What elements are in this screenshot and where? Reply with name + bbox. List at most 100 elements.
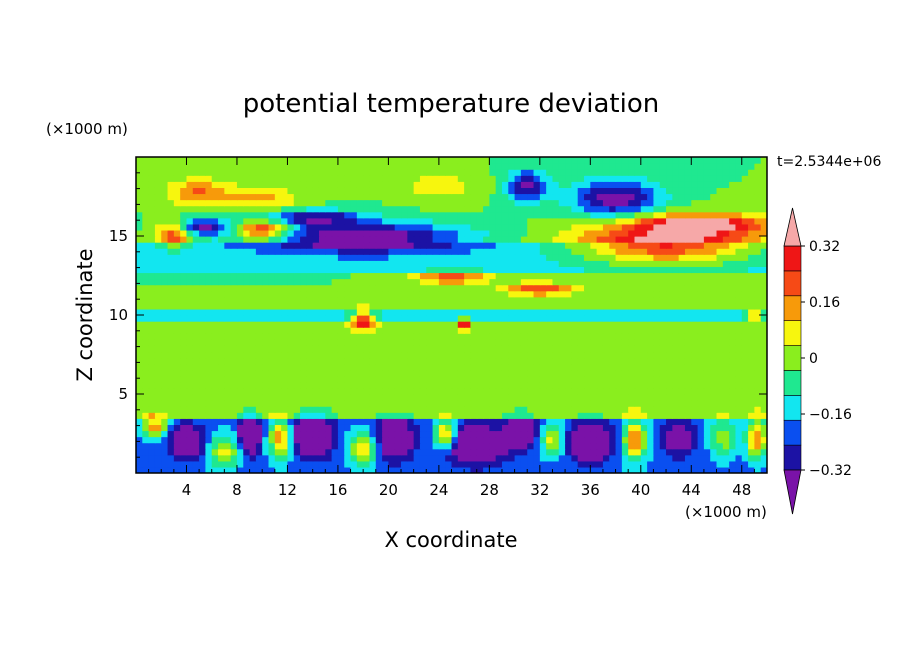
field-cell bbox=[754, 412, 762, 419]
field-cell bbox=[710, 205, 718, 213]
field-cell bbox=[293, 448, 301, 456]
field-cell bbox=[470, 260, 478, 267]
field-cell bbox=[230, 448, 238, 456]
field-cell bbox=[678, 424, 686, 432]
field-cell bbox=[186, 357, 194, 365]
field-cell bbox=[457, 223, 465, 231]
field-cell bbox=[634, 400, 642, 407]
field-cell bbox=[413, 381, 421, 389]
field-cell bbox=[457, 375, 465, 383]
field-cell bbox=[628, 272, 636, 280]
field-cell bbox=[552, 223, 560, 231]
field-cell bbox=[539, 339, 547, 346]
field-cell bbox=[236, 327, 244, 334]
field-cell bbox=[565, 369, 572, 377]
field-cell bbox=[432, 357, 440, 365]
field-cell bbox=[445, 460, 453, 468]
field-cell bbox=[375, 387, 383, 395]
field-cell bbox=[445, 442, 453, 450]
field-cell bbox=[703, 223, 711, 231]
field-cell bbox=[350, 424, 358, 432]
field-cell bbox=[419, 351, 427, 359]
field-cell bbox=[274, 223, 282, 231]
field-cell bbox=[457, 229, 465, 237]
field-cell bbox=[388, 236, 396, 243]
field-cell bbox=[274, 321, 282, 328]
field-cell bbox=[211, 460, 219, 468]
field-cell bbox=[255, 387, 263, 395]
field-cell bbox=[571, 217, 579, 225]
field-cell bbox=[666, 254, 673, 261]
field-cell bbox=[167, 193, 175, 201]
field-cell bbox=[426, 169, 434, 176]
field-cell bbox=[167, 187, 175, 195]
field-cell bbox=[224, 193, 232, 201]
field-cell bbox=[533, 375, 541, 383]
field-cell bbox=[350, 406, 358, 413]
field-cell bbox=[735, 205, 743, 213]
field-cell bbox=[457, 315, 465, 322]
field-cell bbox=[312, 169, 320, 176]
field-cell bbox=[407, 229, 415, 237]
field-cell bbox=[262, 272, 270, 280]
field-cell bbox=[577, 175, 585, 182]
field-cell bbox=[154, 400, 162, 407]
field-cell bbox=[577, 187, 585, 195]
field-cell bbox=[413, 296, 421, 304]
field-cell bbox=[218, 357, 225, 365]
field-cell bbox=[268, 460, 276, 468]
field-cell bbox=[602, 357, 610, 365]
field-cell bbox=[438, 375, 446, 383]
field-cell bbox=[224, 357, 232, 365]
field-cell bbox=[249, 387, 257, 395]
field-cell bbox=[666, 315, 673, 322]
field-cell bbox=[438, 357, 446, 365]
field-cell bbox=[659, 308, 667, 316]
field-cell bbox=[495, 357, 503, 365]
field-cell bbox=[281, 448, 289, 456]
field-cell bbox=[148, 339, 156, 346]
field-cell bbox=[571, 248, 579, 255]
field-cell bbox=[236, 217, 244, 225]
field-cell bbox=[514, 406, 522, 413]
field-cell bbox=[760, 211, 767, 219]
field-cell bbox=[539, 296, 547, 304]
field-cell bbox=[432, 436, 440, 444]
field-cell bbox=[205, 193, 213, 201]
field-cell bbox=[729, 272, 737, 280]
field-cell bbox=[514, 436, 522, 444]
field-cell bbox=[527, 169, 535, 176]
field-cell bbox=[211, 327, 219, 334]
field-cell bbox=[577, 223, 585, 231]
field-cell bbox=[520, 345, 528, 353]
field-cell bbox=[167, 272, 175, 280]
field-cell bbox=[344, 223, 352, 231]
field-cell bbox=[621, 448, 629, 456]
field-cell bbox=[230, 278, 238, 286]
field-cell bbox=[470, 242, 478, 249]
field-cell bbox=[331, 302, 339, 310]
field-cell bbox=[508, 260, 516, 267]
field-cell bbox=[167, 406, 175, 413]
field-cell bbox=[590, 333, 598, 340]
field-cell bbox=[666, 181, 673, 188]
field-cell bbox=[640, 302, 648, 310]
field-cell bbox=[514, 351, 522, 359]
field-cell bbox=[678, 412, 686, 419]
field-cell bbox=[628, 424, 636, 432]
field-cell bbox=[388, 229, 396, 237]
field-cell bbox=[388, 418, 396, 425]
field-cell bbox=[432, 187, 440, 195]
field-cell bbox=[584, 260, 591, 267]
field-cell bbox=[407, 242, 415, 249]
field-cell bbox=[375, 296, 383, 304]
field-cell bbox=[514, 181, 522, 188]
field-cell bbox=[684, 327, 692, 334]
field-cell bbox=[394, 217, 402, 225]
field-cell bbox=[754, 406, 762, 413]
field-cell bbox=[388, 169, 396, 176]
field-cell bbox=[716, 369, 724, 377]
field-cell bbox=[356, 357, 364, 365]
field-cell bbox=[186, 248, 194, 255]
field-cell bbox=[230, 296, 238, 304]
